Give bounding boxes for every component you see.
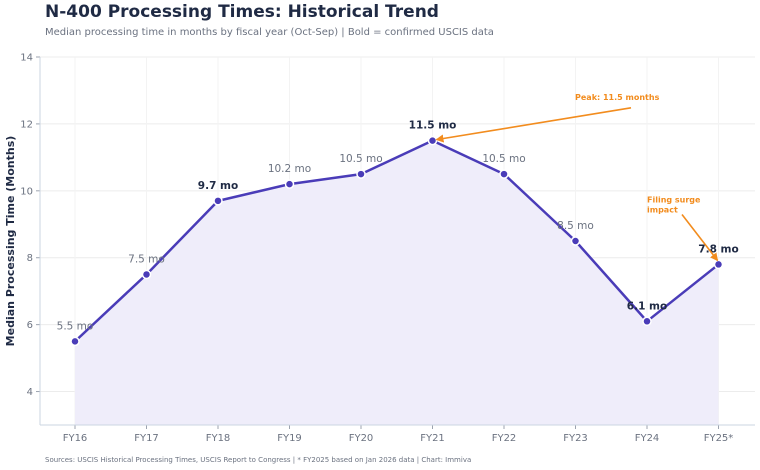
data-label: 7.5 mo — [128, 253, 165, 265]
chart-subtitle: Median processing time in months by fisc… — [45, 27, 494, 38]
y-tick-label: 14 — [20, 53, 33, 64]
x-tick-label: FY16 — [63, 433, 88, 444]
data-label: 9.7 mo — [198, 180, 238, 192]
x-tick-label: FY22 — [492, 433, 517, 444]
data-label: 10.5 mo — [482, 153, 525, 165]
chart-title: N-400 Processing Times: Historical Trend — [45, 2, 439, 22]
x-tick-label: FY21 — [420, 433, 445, 444]
filing-surge-annotation-text: Filing surge impact — [647, 196, 701, 215]
data-point — [713, 259, 724, 270]
y-tick-label: 8 — [27, 253, 33, 264]
data-point — [70, 336, 80, 347]
data-label: 6.1 mo — [627, 300, 667, 312]
data-label: 10.5 mo — [339, 153, 382, 165]
peak-annotation-text: Peak: 11.5 months — [575, 93, 660, 102]
data-label: 5.5 mo — [57, 320, 94, 332]
series-line — [74, 139, 720, 343]
data-point — [570, 236, 581, 246]
peak-annotation-arrow — [435, 107, 632, 143]
data-point — [642, 316, 652, 327]
x-tick-label: FY18 — [206, 433, 231, 444]
area-fill — [75, 140, 719, 426]
x-tick-label: FY17 — [134, 433, 159, 444]
y-tick-label: 12 — [20, 119, 33, 130]
annotations: Peak: 11.5 months Filing surge impact — [435, 93, 719, 262]
y-tick-label: 10 — [20, 186, 33, 197]
data-point — [427, 135, 438, 146]
chart-footer: Sources: USCIS Historical Processing Tim… — [45, 456, 472, 464]
x-tick-label: FY24 — [635, 433, 660, 444]
annotation-line: Filing surge — [647, 196, 701, 205]
data-labels: 5.5 mo 7.5 mo 9.7 mo 10.2 mo 10.5 mo 11.5 mo 1… — [57, 120, 739, 333]
data-point — [141, 269, 152, 280]
x-tick-label: FY23 — [563, 433, 588, 444]
y-tick-label: 6 — [27, 320, 33, 331]
data-label: 7.8 mo — [698, 243, 738, 255]
x-tick-label: FY20 — [349, 433, 374, 444]
data-point — [499, 169, 509, 179]
data-point — [284, 179, 295, 189]
data-label: 10.2 mo — [268, 163, 311, 175]
y-tick-label: 4 — [27, 387, 33, 398]
data-point — [213, 196, 223, 206]
x-tick-label: FY25* — [704, 433, 734, 444]
y-axis-label: Median Processing Time (Months) — [4, 136, 17, 347]
filing-surge-annotation-arrow — [681, 214, 719, 262]
data-points — [70, 135, 724, 347]
data-label: 8.5 mo — [557, 220, 594, 232]
annotation-line: impact — [647, 206, 678, 215]
area-under-line — [75, 140, 719, 426]
series-line-path — [74, 139, 720, 343]
data-label: 11.5 mo — [409, 120, 457, 132]
x-tick-label: FY19 — [277, 433, 302, 444]
data-point — [356, 169, 366, 179]
axes: 4 6 8 10 12 14 FY16 FY17 FY18 FY19 FY20 FY21 FY22 FY2… — [4, 53, 755, 444]
